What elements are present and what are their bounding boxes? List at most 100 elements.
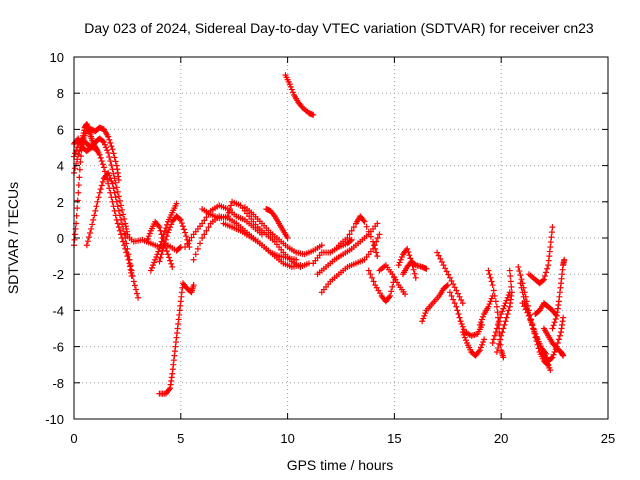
data-point (496, 318, 503, 325)
data-point (134, 290, 141, 297)
data-point (129, 273, 136, 280)
data-point (176, 215, 183, 222)
data-point (405, 249, 412, 256)
data-point (199, 235, 206, 241)
data-point (374, 235, 381, 241)
series-arc-23 (376, 262, 409, 298)
data-point (507, 278, 514, 285)
data-point (74, 156, 81, 163)
data-point (105, 169, 112, 176)
data-point (363, 223, 370, 230)
data-point (454, 307, 461, 314)
data-point (455, 311, 462, 318)
data-point (109, 146, 116, 153)
data-point (120, 238, 127, 245)
series-arc-32 (489, 289, 513, 346)
data-point (454, 290, 461, 297)
data-point (535, 339, 542, 346)
data-point (167, 224, 174, 231)
data-point (97, 186, 104, 193)
data-point (412, 274, 419, 281)
data-point (348, 227, 355, 234)
y-tick-label: -2 (52, 267, 64, 282)
data-point (123, 240, 130, 247)
data-point (453, 287, 460, 294)
data-point (183, 233, 190, 240)
data-point (527, 317, 534, 324)
data-point (76, 148, 83, 155)
data-point (158, 238, 165, 245)
data-point (549, 354, 556, 361)
data-point (155, 222, 162, 229)
data-point (98, 158, 105, 165)
data-point (178, 220, 185, 227)
y-tick-label: -8 (52, 376, 64, 391)
data-point (117, 216, 124, 223)
data-point (501, 302, 508, 309)
data-point (98, 182, 105, 189)
data-point (519, 300, 526, 307)
data-point (437, 255, 444, 262)
data-point (106, 154, 113, 161)
data-point (74, 205, 81, 212)
data-point (92, 207, 99, 214)
data-point (166, 254, 173, 261)
x-axis-title: GPS time / hours (287, 457, 394, 473)
series-arc-8 (147, 200, 180, 274)
series-arc-33 (493, 267, 515, 356)
data-point (560, 314, 567, 321)
data-point (181, 226, 188, 233)
y-tick-label: 4 (57, 159, 64, 174)
data-point (199, 220, 206, 227)
data-point (494, 309, 501, 316)
data-point (459, 300, 466, 307)
data-point (462, 337, 469, 344)
data-point (456, 293, 463, 300)
data-point (477, 344, 484, 351)
data-point (99, 138, 106, 145)
data-point (497, 314, 504, 321)
data-point (186, 237, 193, 244)
data-point (402, 291, 409, 298)
data-point (162, 225, 169, 232)
data-point (530, 326, 537, 333)
data-point (72, 150, 79, 157)
y-axis-title: SDTVAR / TECUs (5, 182, 21, 294)
data-points (71, 72, 568, 397)
data-point (289, 89, 296, 96)
data-point (443, 268, 450, 275)
data-point (386, 294, 393, 301)
data-point (499, 308, 506, 315)
data-point (446, 289, 453, 296)
data-point (367, 271, 374, 278)
data-point (106, 136, 113, 143)
series-arc-2 (71, 124, 122, 184)
data-point (286, 81, 293, 88)
data-point (105, 149, 112, 156)
data-point (153, 254, 160, 261)
series-arc-22 (365, 267, 398, 305)
data-point (459, 329, 466, 336)
data-point (461, 334, 468, 341)
data-point (501, 321, 508, 328)
series-arc-27 (434, 249, 466, 307)
data-point (155, 248, 162, 255)
data-point (125, 251, 132, 258)
series-arc-15 (241, 204, 325, 258)
data-point (108, 143, 115, 150)
data-point (270, 211, 277, 218)
data-point (547, 367, 554, 374)
series-arc-37 (525, 224, 556, 287)
data-point (529, 321, 536, 328)
data-point (132, 286, 139, 293)
y-tick-label: 6 (57, 122, 64, 137)
data-point (481, 336, 488, 343)
data-point (194, 245, 201, 252)
data-point (164, 251, 171, 258)
series-arc-40 (540, 314, 567, 365)
data-point (517, 280, 524, 287)
series-arc-36 (519, 300, 554, 374)
data-point (502, 318, 509, 325)
data-point (503, 297, 510, 304)
x-tick-label: 10 (280, 431, 294, 446)
